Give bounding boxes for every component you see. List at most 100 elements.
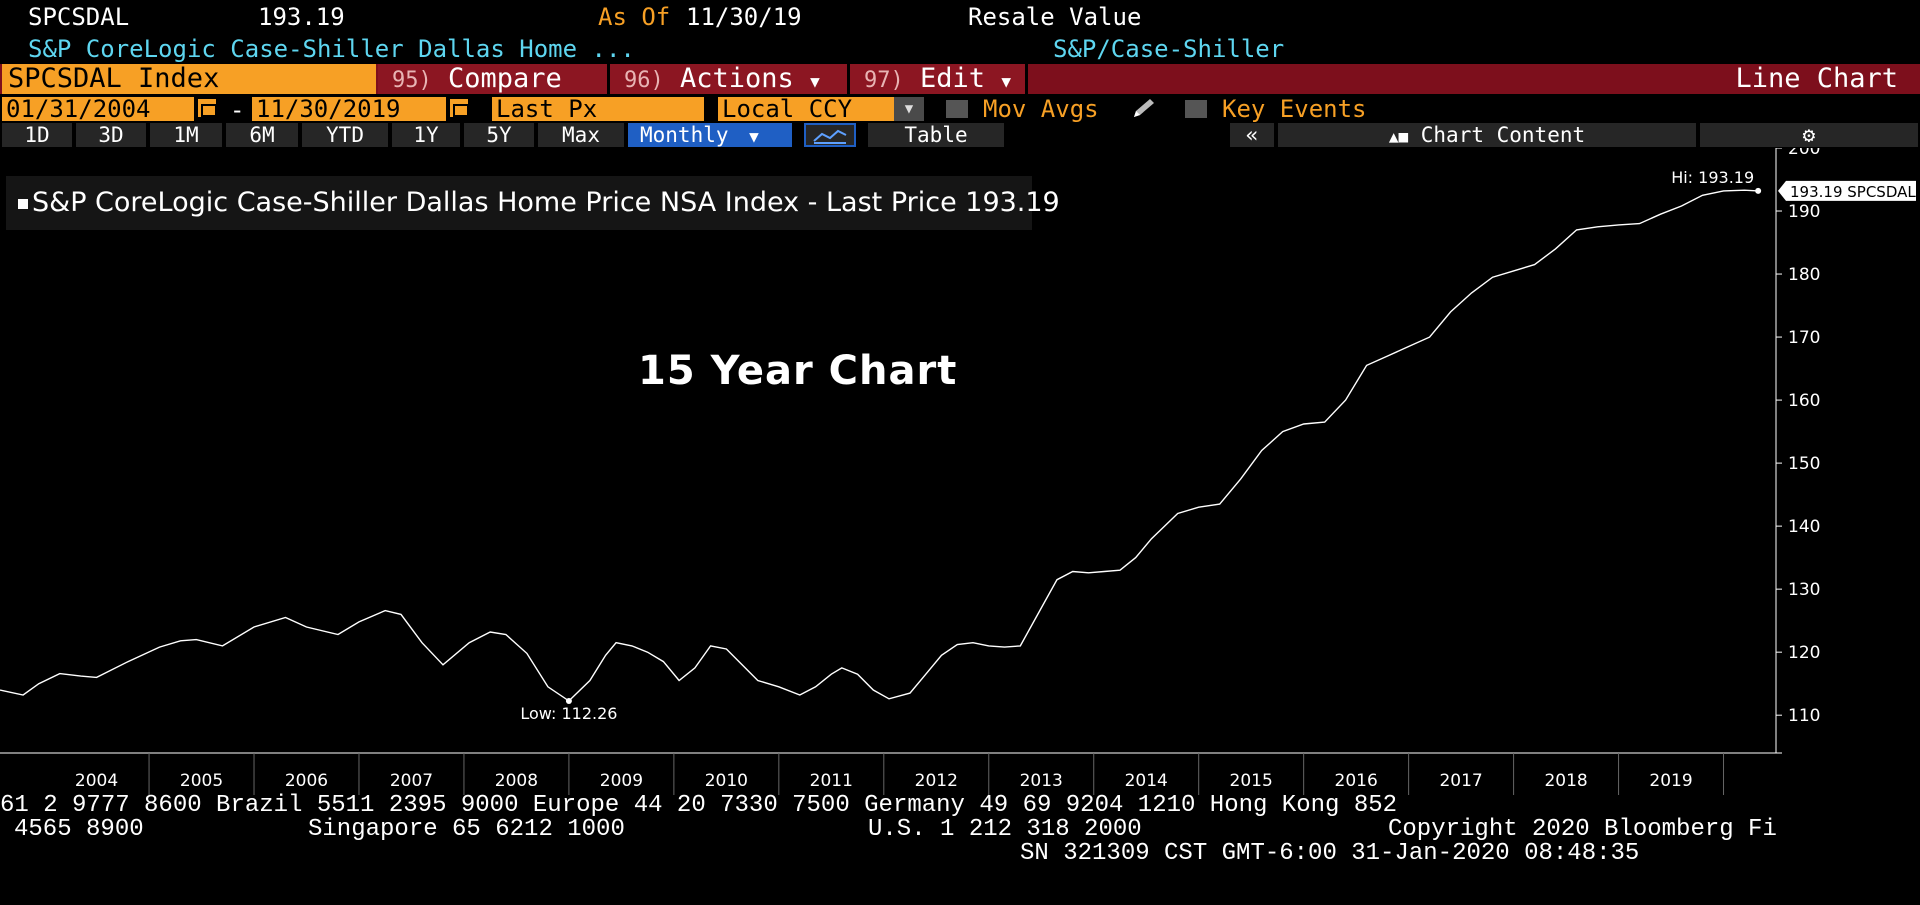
low-label: Low: 112.26 — [520, 704, 617, 723]
field-label: Resale Value — [968, 3, 1142, 31]
series-layer — [0, 189, 1759, 702]
x-tick-label: 2019 — [1649, 771, 1692, 791]
as-of-label: As Of — [598, 3, 671, 31]
low-point-marker — [565, 697, 572, 704]
y-tick-label: 120 — [1788, 643, 1820, 663]
currency-select[interactable]: Local CCY — [718, 97, 894, 121]
actions-label: Actions — [680, 63, 794, 94]
chart-type-label[interactable]: Line Chart — [1735, 63, 1898, 94]
period-button-5y[interactable]: 5Y — [464, 123, 534, 147]
x-tick-label: 2007 — [390, 771, 433, 791]
x-tick-label: 2010 — [705, 771, 748, 791]
period-button-6m[interactable]: 6M — [226, 123, 298, 147]
footer-copyright: Copyright 2020 Bloomberg Fi — [1388, 816, 1777, 843]
edit-label: Edit — [920, 63, 986, 94]
chart-content-button[interactable]: ▲■ Chart Content — [1278, 123, 1696, 147]
y-tick-label: 200 — [1788, 148, 1820, 159]
mov-avgs-label: Mov Avgs — [983, 95, 1099, 123]
x-tick-label: 2017 — [1439, 771, 1482, 791]
footer-session-info: SN 321309 CST GMT-6:00 31-Jan-2020 08:48… — [1020, 840, 1640, 867]
y-tick-label: 140 — [1788, 517, 1820, 537]
x-tick-label: 2008 — [495, 771, 538, 791]
x-tick-label: 2004 — [75, 771, 118, 791]
mov-avgs-checkbox[interactable] — [946, 100, 968, 118]
chevron-down-icon: ▼ — [1001, 72, 1011, 91]
period-button-ytd[interactable]: YTD — [302, 123, 388, 147]
security-description: S&P CoreLogic Case-Shiller Dallas Home .… — [28, 35, 635, 63]
key-events-checkbox[interactable] — [1185, 100, 1207, 118]
x-tick-label: 2005 — [180, 771, 223, 791]
chevron-down-icon: ▼ — [810, 72, 820, 91]
as-of-date: 11/30/19 — [686, 3, 802, 31]
price-value: 193.19 — [258, 3, 345, 31]
security-field[interactable]: SPCSDAL Index — [2, 64, 376, 94]
chart-content-label: Chart Content — [1420, 123, 1586, 147]
x-tick-label: 2012 — [915, 771, 958, 791]
actions-number: 96) — [624, 68, 664, 93]
y-axis: 110 120 130 140 150 160 170 180 190 200 — [1775, 148, 1820, 753]
compare-button[interactable]: 95) Compare — [378, 64, 610, 94]
y-tick-label: 150 — [1788, 454, 1820, 474]
x-tick-label: 2009 — [600, 771, 643, 791]
start-date-field[interactable]: 01/31/2004 — [2, 97, 194, 121]
chart-legend: S&P CoreLogic Case-Shiller Dallas Home P… — [6, 176, 1060, 230]
chart-content-icon: ▲■ — [1388, 127, 1409, 146]
series-line — [0, 189, 1759, 702]
frequency-label: Monthly — [640, 123, 729, 147]
edit-number: 97) — [864, 68, 904, 93]
source-label: S&P/Case-Shiller — [1053, 35, 1285, 63]
period-button-1m[interactable]: 1M — [150, 123, 222, 147]
footer-contacts-line2c: U.S. 1 212 318 2000 — [868, 816, 1142, 843]
footer-contacts-line2a: 4565 8900 — [14, 816, 144, 843]
x-tick-label: 2016 — [1335, 771, 1378, 791]
collapse-chevron-icon[interactable]: « — [1230, 123, 1274, 147]
table-button[interactable]: Table — [868, 123, 1004, 147]
frequency-select[interactable]: Monthly ▼ — [628, 123, 792, 147]
end-date-field[interactable]: 11/30/2019 — [252, 97, 446, 121]
calendar-icon[interactable] — [196, 97, 218, 119]
edit-button[interactable]: 97) Edit ▼ — [850, 64, 1028, 94]
period-button-3d[interactable]: 3D — [76, 123, 146, 147]
period-button-max[interactable]: Max — [538, 123, 624, 147]
last-price-tag-label: 193.19 SPCSDAL — [1790, 183, 1916, 201]
chart-annotation-title: 15 Year Chart — [638, 348, 958, 394]
footer-contacts-line1: 61 2 9777 8600 Brazil 5511 2395 9000 Eur… — [0, 792, 1398, 819]
y-tick-label: 110 — [1788, 706, 1820, 726]
date-separator: - — [230, 96, 245, 124]
chevron-down-icon: ▼ — [749, 127, 759, 146]
ticker-label: SPCSDAL — [28, 3, 130, 31]
period-button-1y[interactable]: 1Y — [392, 123, 460, 147]
y-tick-label: 170 — [1788, 328, 1820, 348]
compare-label: Compare — [448, 63, 562, 94]
actions-button[interactable]: 96) Actions ▼ — [610, 64, 850, 94]
spacer — [1008, 123, 1040, 147]
pencil-icon[interactable] — [1130, 97, 1158, 121]
legend-text: S&P CoreLogic Case-Shiller Dallas Home P… — [32, 187, 1060, 218]
x-axis: 2004 2005 2006 2007 2008 2009 2010 2011 2012 2013… — [0, 752, 1782, 795]
y-tick-label: 180 — [1788, 265, 1820, 285]
high-point-marker — [1755, 187, 1762, 194]
x-tick-label: 2011 — [810, 771, 853, 791]
y-tick-label: 190 — [1788, 202, 1820, 222]
high-label: Hi: 193.19 — [1671, 168, 1754, 187]
period-button-1d[interactable]: 1D — [2, 123, 72, 147]
legend-square-icon — [18, 198, 28, 209]
key-events-label: Key Events — [1222, 95, 1367, 123]
gear-icon[interactable]: ⚙ — [1700, 123, 1918, 147]
x-tick-label: 2014 — [1125, 771, 1168, 791]
calendar-icon[interactable] — [448, 97, 470, 119]
compare-number: 95) — [392, 68, 432, 93]
line-chart-icon[interactable] — [804, 123, 856, 147]
y-tick-label: 130 — [1788, 580, 1820, 600]
x-tick-label: 2006 — [285, 771, 328, 791]
footer-contacts-line2b: Singapore 65 6212 1000 — [308, 816, 625, 843]
last-price-tag — [1778, 180, 1916, 201]
x-tick-label: 2018 — [1544, 771, 1587, 791]
chevron-down-icon[interactable]: ▼ — [894, 97, 924, 121]
market-field-select[interactable]: Last Px — [492, 97, 704, 121]
x-tick-label: 2013 — [1020, 771, 1063, 791]
x-tick-label: 2015 — [1230, 771, 1273, 791]
y-tick-label: 160 — [1788, 391, 1820, 411]
annotations: Low: 112.26 Hi: 193.19 193.19 SPCSDAL — [520, 168, 1916, 723]
